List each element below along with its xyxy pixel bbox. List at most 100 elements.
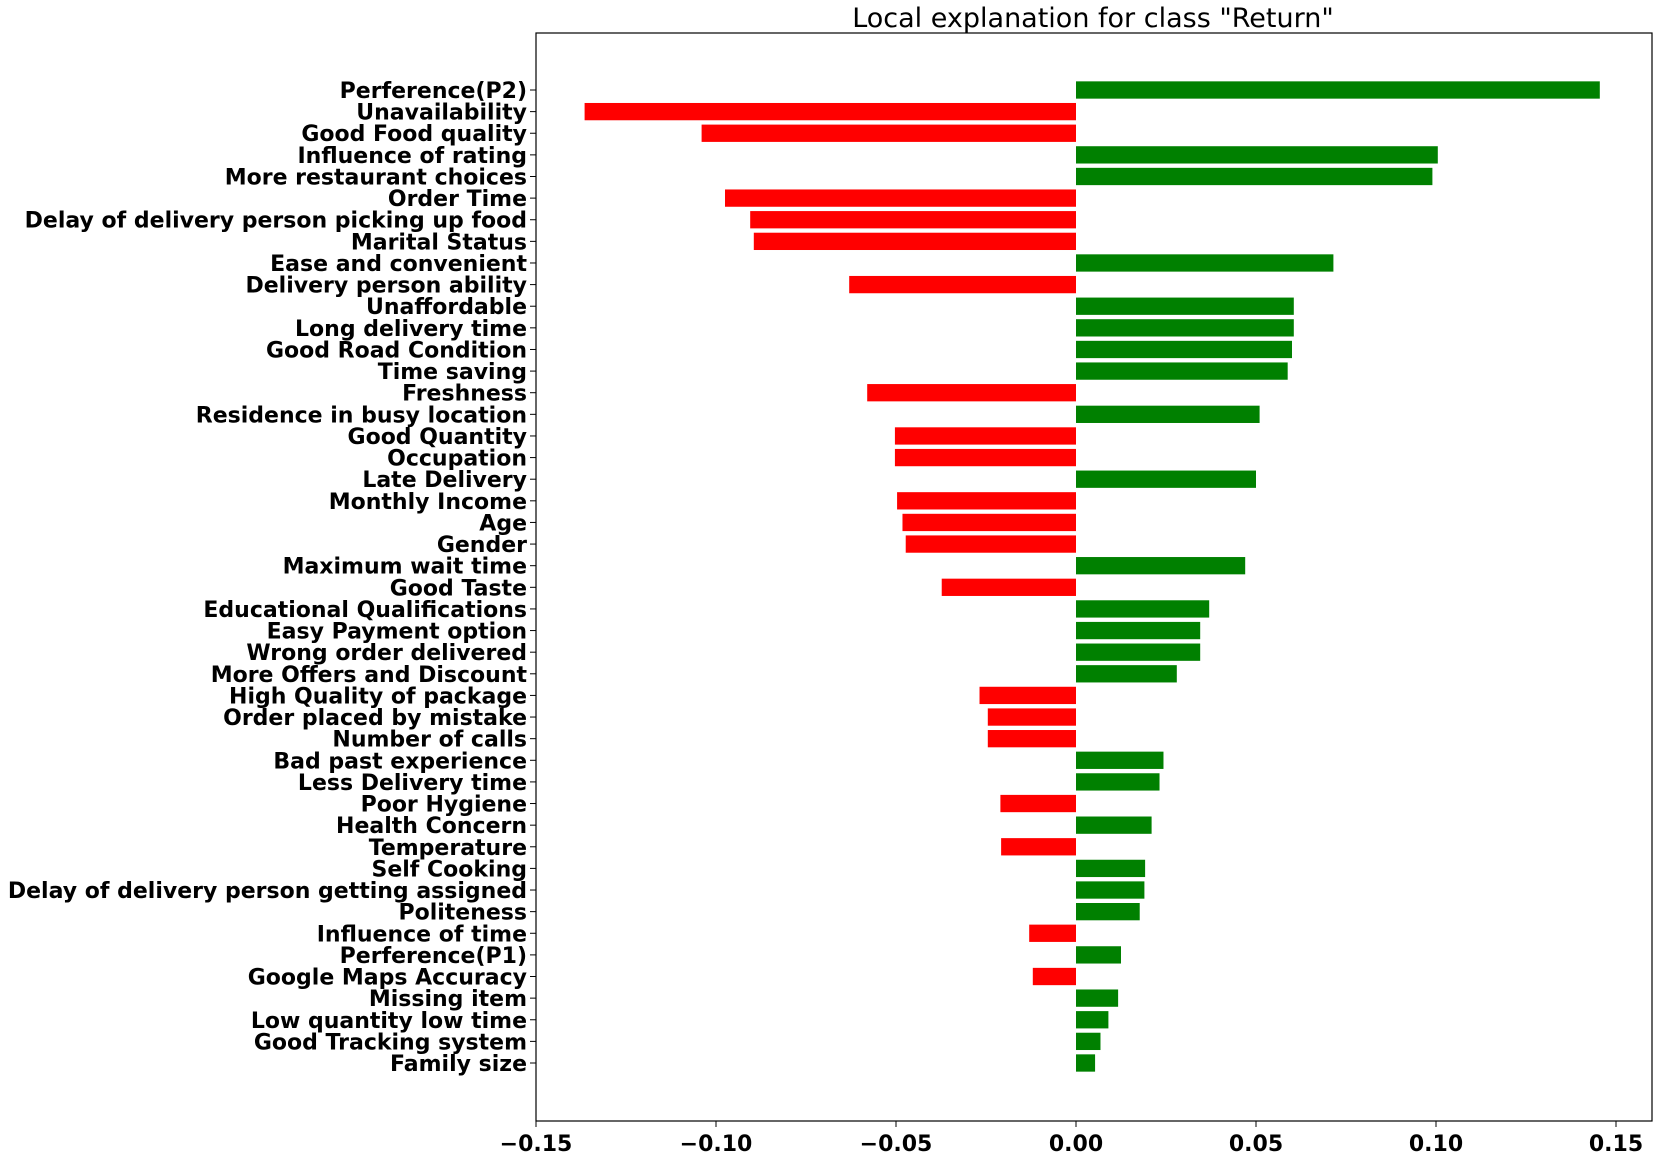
bar xyxy=(987,730,1076,748)
category-label: Order placed by mistake xyxy=(223,706,527,731)
bar xyxy=(1076,1032,1101,1051)
bar xyxy=(1076,1054,1096,1072)
bar xyxy=(1001,838,1076,856)
category-label: Low quantity low time xyxy=(251,1009,527,1034)
bar xyxy=(979,686,1076,705)
category-label: Time saving xyxy=(378,360,527,385)
bar xyxy=(1076,665,1177,683)
bar xyxy=(1076,903,1140,921)
bar xyxy=(902,513,1076,532)
bar xyxy=(1076,254,1334,272)
category-label: Wrong order delivered xyxy=(246,641,527,666)
category-label: Good Food quality xyxy=(301,122,527,147)
category-label: Unaffordable xyxy=(366,295,527,320)
bar xyxy=(1076,1011,1109,1029)
bar xyxy=(701,124,1076,142)
category-label: Missing item xyxy=(369,987,527,1012)
x-tick-label: −0.15 xyxy=(500,1132,573,1154)
category-label: Easy Payment option xyxy=(267,620,527,645)
bar xyxy=(1076,816,1152,834)
bar xyxy=(941,578,1076,596)
category-label: Perference(P1) xyxy=(340,944,527,969)
bar xyxy=(1076,340,1292,359)
category-label: Good Quantity xyxy=(348,425,527,450)
category-label: Bad past experience xyxy=(273,749,527,774)
x-tick-label: −0.05 xyxy=(860,1132,933,1154)
bar xyxy=(1076,557,1246,575)
category-label: Order Time xyxy=(388,187,527,212)
bar xyxy=(1000,794,1076,813)
x-axis-ticks: −0.15 −0.10 −0.05 0.00 0.05 0.10 0.15 xyxy=(500,1121,1643,1157)
category-label: Number of calls xyxy=(332,728,527,753)
bar xyxy=(905,535,1076,553)
category-label: High Quality of package xyxy=(229,684,527,709)
category-label: Politeness xyxy=(398,901,527,926)
category-label: Good Tracking system xyxy=(254,1030,527,1055)
bar xyxy=(1076,297,1294,315)
bar xyxy=(1029,924,1076,942)
category-label: Educational Qualifications xyxy=(203,598,527,623)
bar xyxy=(584,102,1076,121)
category-label: Freshness xyxy=(402,382,527,407)
bar xyxy=(1076,621,1201,640)
category-label: Maximum wait time xyxy=(283,555,527,580)
category-label: Influence of time xyxy=(317,922,527,947)
bar xyxy=(1076,773,1160,791)
bar xyxy=(753,232,1076,251)
bar xyxy=(1076,405,1260,423)
category-label: Poor Hygiene xyxy=(361,793,527,818)
bar xyxy=(1076,470,1256,488)
bar xyxy=(1076,859,1146,878)
category-label: More restaurant choices xyxy=(225,165,527,190)
category-label: Delay of delivery person getting assigne… xyxy=(8,879,527,904)
bar xyxy=(867,384,1076,402)
category-label: Occupation xyxy=(387,447,527,472)
category-label: Delay of delivery person picking up food xyxy=(25,209,527,234)
category-label: Late Delivery xyxy=(362,468,527,493)
bar xyxy=(1076,319,1294,337)
bar xyxy=(894,427,1076,445)
x-tick-label: −0.10 xyxy=(680,1132,753,1154)
bar xyxy=(1076,946,1121,964)
category-label: Monthly Income xyxy=(329,490,527,515)
bar xyxy=(750,211,1076,229)
category-label: Perference(P2) xyxy=(340,79,527,104)
x-tick-label: 0.15 xyxy=(1589,1132,1643,1154)
category-label: Age xyxy=(479,511,527,536)
category-label: Long delivery time xyxy=(295,317,527,342)
category-label: Self Cooking xyxy=(372,857,528,882)
bar xyxy=(987,708,1076,726)
category-label: Less Delivery time xyxy=(298,771,527,796)
chart-title: Local explanation for class "Return" xyxy=(852,3,1334,34)
bar xyxy=(1076,751,1164,769)
bar xyxy=(849,275,1076,294)
bar xyxy=(1076,989,1119,1007)
bar xyxy=(1076,643,1201,661)
bar xyxy=(725,189,1076,207)
category-label: Good Road Condition xyxy=(266,338,527,363)
bar xyxy=(897,492,1076,510)
bar xyxy=(1076,81,1600,99)
bar xyxy=(1076,600,1210,618)
x-tick-label: 0.00 xyxy=(1049,1132,1103,1154)
bar xyxy=(1076,167,1433,186)
bar xyxy=(1076,362,1288,380)
category-label: Good Taste xyxy=(390,576,527,601)
category-label: Gender xyxy=(437,533,527,558)
category-label: Delivery person ability xyxy=(246,274,528,299)
bar xyxy=(1032,967,1076,986)
category-label: Google Maps Accuracy xyxy=(248,966,527,991)
category-label: Residence in busy location xyxy=(196,403,527,428)
category-label: Marital Status xyxy=(351,230,527,255)
category-label: Unavailability xyxy=(356,101,527,126)
category-label: More Offers and Discount xyxy=(211,663,528,688)
bar xyxy=(1076,881,1145,899)
plot-frame xyxy=(535,32,1653,1122)
category-label: Family size xyxy=(390,1052,527,1077)
category-label: Influence of rating xyxy=(297,144,527,169)
bars-layer xyxy=(584,81,1600,1072)
category-label: Temperature xyxy=(369,836,527,861)
